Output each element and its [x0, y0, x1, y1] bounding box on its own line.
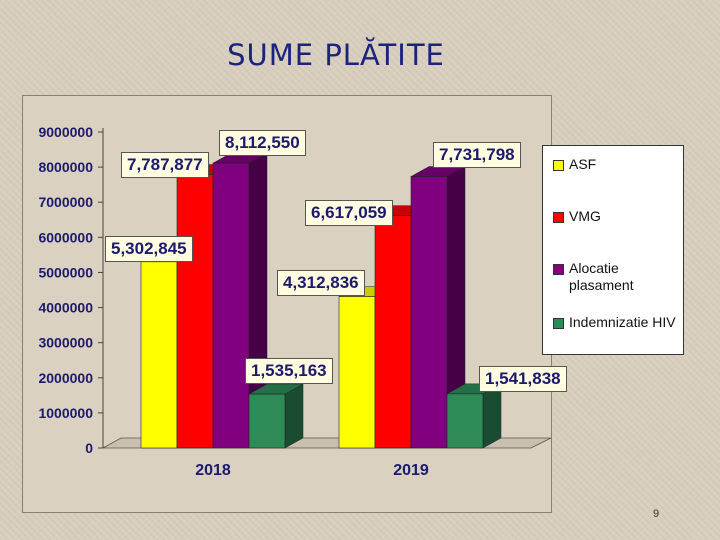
legend-label-alocatie-plasament: Alocatie plasament	[569, 260, 634, 293]
y-tick-label: 9000000	[38, 124, 93, 140]
data-label: 1,535,163	[245, 358, 333, 384]
x-tick-label: 2019	[393, 462, 429, 479]
slide-title: SUME PLĂTITE	[227, 38, 445, 72]
data-label: 6,617,059	[305, 200, 393, 226]
y-tick-label: 4000000	[38, 300, 93, 316]
bar	[248, 393, 286, 449]
chart-panel: 0 1000000 2000000 3000000 4000000 5000000 6000…	[22, 95, 567, 513]
legend-swatch-asf	[553, 160, 564, 171]
legend-swatch-alocatie-plasament	[553, 264, 564, 275]
y-tick-label: 0	[85, 440, 93, 456]
bar	[374, 215, 412, 449]
bar-chart: 0 1000000 2000000 3000000 4000000 5000000 6000…	[38, 124, 551, 479]
data-label: 5,302,845	[105, 236, 193, 262]
bar	[446, 393, 484, 449]
bar	[140, 261, 178, 449]
x-tick-label: 2018	[195, 462, 231, 479]
y-tick-label: 5000000	[38, 264, 93, 280]
y-tick-label: 8000000	[38, 159, 93, 175]
legend-label-asf: ASF	[569, 156, 597, 172]
legend-label-vmg: VMG	[569, 208, 601, 224]
data-label: 8,112,550	[219, 130, 306, 156]
y-tick-label: 1000000	[38, 405, 93, 421]
bar-side	[482, 383, 502, 449]
y-tick-label: 3000000	[38, 335, 93, 351]
bar	[212, 162, 250, 449]
bar	[338, 296, 376, 449]
bar	[176, 174, 214, 449]
bar	[410, 176, 448, 449]
y-tick-label: 7000000	[38, 194, 93, 210]
legend-label-indemnizatie-hiv: Indemnizatie HIV	[569, 314, 676, 330]
chart-legend: ASF VMG Alocatie plasament Indemnizatie …	[542, 145, 684, 355]
data-label: 4,312,836	[277, 270, 365, 296]
legend-swatch-indemnizatie-hiv	[553, 318, 564, 329]
data-label: 1,541,838	[479, 366, 567, 392]
y-tick-label: 2000000	[38, 370, 93, 386]
data-label: 7,731,798	[433, 142, 521, 168]
legend-swatch-vmg	[553, 212, 564, 223]
page-number: 9	[653, 508, 660, 520]
y-tick-label: 6000000	[38, 229, 93, 245]
data-label: 7,787,877	[121, 152, 209, 178]
bar-side	[284, 383, 304, 449]
